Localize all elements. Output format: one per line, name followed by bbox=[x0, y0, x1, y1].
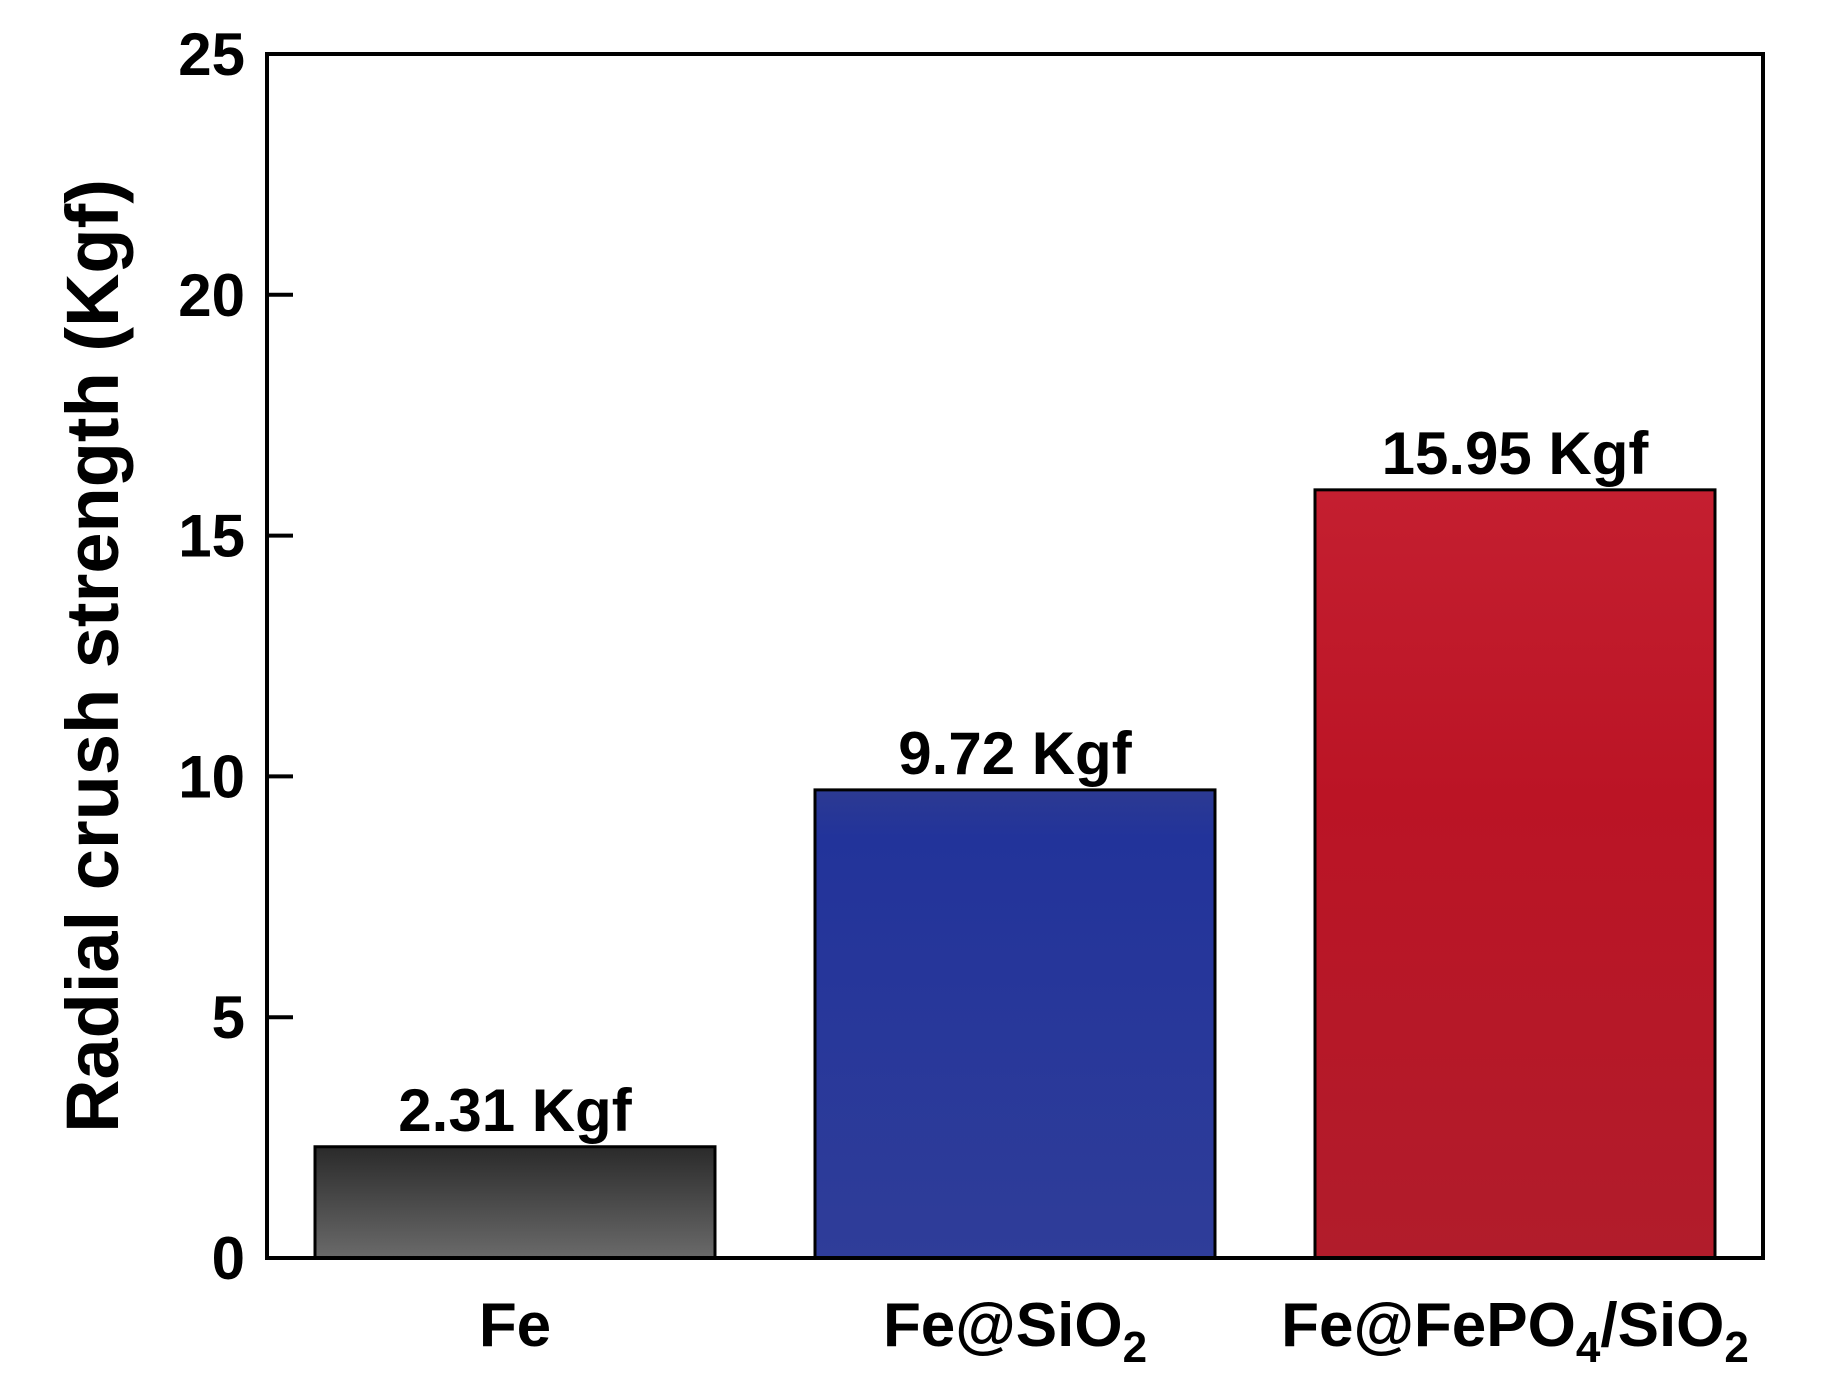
y-tick-label-2: 10 bbox=[178, 743, 245, 810]
data-label-1: 9.72 Kgf bbox=[898, 720, 1132, 787]
x-category-label-2: Fe@FePO4/SiO2 bbox=[1281, 1291, 1749, 1372]
bar-2 bbox=[1313, 488, 1717, 1260]
data-label-2: 15.95 Kgf bbox=[1382, 420, 1650, 487]
y-tick-label-0: 0 bbox=[212, 1225, 245, 1292]
y-tick-label-5: 25 bbox=[178, 21, 245, 88]
data-label-0: 2.31 Kgf bbox=[398, 1077, 632, 1144]
plot-frame bbox=[265, 52, 1765, 1260]
x-category-label-0: Fe bbox=[479, 1291, 551, 1360]
y-axis-title: Radial crush strength (Kgf) bbox=[51, 179, 134, 1133]
bar-0 bbox=[313, 1145, 717, 1260]
x-category-label-1: Fe@SiO2 bbox=[883, 1291, 1147, 1372]
y-tick-label-1: 5 bbox=[212, 984, 245, 1051]
plot-area: 2.31 Kgf 9.72 Kgf 15.95 Kgf 0 5 10 15 20 25 Fe Fe@… bbox=[51, 21, 1765, 1372]
y-tick-label-3: 15 bbox=[178, 503, 245, 570]
y-tick-label-4: 20 bbox=[178, 262, 245, 329]
bar-1 bbox=[813, 788, 1217, 1260]
